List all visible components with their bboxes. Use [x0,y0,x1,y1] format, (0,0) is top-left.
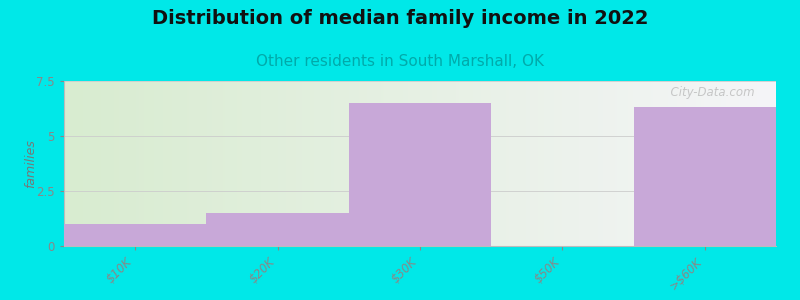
Text: City-Data.com: City-Data.com [663,86,754,99]
Y-axis label: families: families [24,139,38,188]
Text: Distribution of median family income in 2022: Distribution of median family income in … [152,9,648,28]
Bar [634,107,776,246]
Text: Other residents in South Marshall, OK: Other residents in South Marshall, OK [256,54,544,69]
Bar [64,224,206,246]
Bar [206,213,349,246]
Bar [349,103,491,246]
